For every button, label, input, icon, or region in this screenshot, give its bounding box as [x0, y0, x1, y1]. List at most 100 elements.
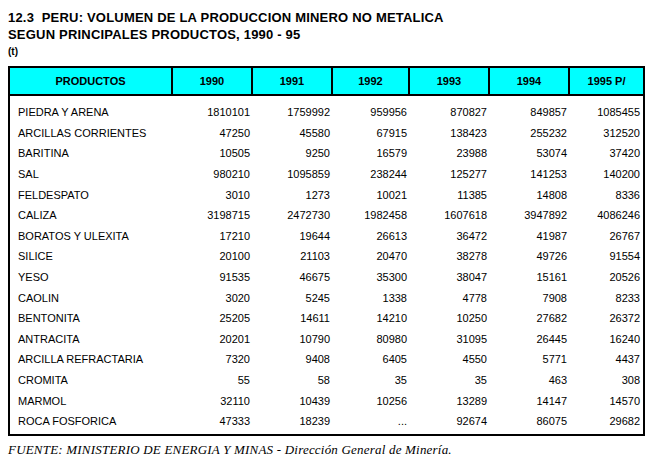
- value-cell: 46675: [253, 271, 333, 283]
- value-cell: 26613: [333, 230, 410, 242]
- value-cell: 86075: [490, 415, 570, 427]
- value-cell: 47250: [173, 127, 253, 139]
- value-cell: 138423: [410, 127, 490, 139]
- value-cell: 8233: [570, 292, 643, 304]
- column-header-productos: PRODUCTOS: [10, 68, 173, 94]
- value-cell: 38047: [410, 271, 490, 283]
- unit-label: (t): [8, 46, 645, 57]
- value-cell: 3020: [173, 292, 253, 304]
- value-cell: 5245: [253, 292, 333, 304]
- value-cell: 10439: [253, 395, 333, 407]
- value-cell: 25205: [173, 312, 253, 324]
- value-cell: 20100: [173, 250, 253, 262]
- value-cell: 14570: [570, 395, 643, 407]
- value-cell: 308: [570, 374, 643, 386]
- table-row: ARCILLAS CORRIENTES472504558067915138423…: [10, 123, 643, 144]
- table-row: ROCA FOSFORICA4733318239...9267486075296…: [10, 411, 643, 432]
- value-cell: 3198715: [173, 209, 253, 221]
- value-cell: 19644: [253, 230, 333, 242]
- value-cell: 7320: [173, 353, 253, 365]
- product-name-cell: MARMOL: [10, 395, 173, 407]
- column-header-1994: 1994: [490, 68, 570, 94]
- value-cell: 67915: [333, 127, 410, 139]
- table-row: CROMITA55583535463308: [10, 370, 643, 391]
- column-header-1992: 1992: [333, 68, 410, 94]
- value-cell: 20526: [570, 271, 643, 283]
- page: 12.3 PERU: VOLUMEN DE LA PRODUCCION MINE…: [0, 0, 650, 461]
- value-cell: 7908: [490, 292, 570, 304]
- value-cell: 1338: [333, 292, 410, 304]
- product-name-cell: ARCILLA REFRACTARIA: [10, 353, 173, 365]
- product-name-cell: ARCILLAS CORRIENTES: [10, 127, 173, 139]
- value-cell: 26767: [570, 230, 643, 242]
- value-cell: 870827: [410, 106, 490, 118]
- table-row: SILICE201002110320470382784972691554: [10, 246, 643, 267]
- product-name-cell: CROMITA: [10, 374, 173, 386]
- value-cell: 11385: [410, 189, 490, 201]
- value-cell: 26372: [570, 312, 643, 324]
- value-cell: 49726: [490, 250, 570, 262]
- value-cell: 141253: [490, 168, 570, 180]
- value-cell: 38278: [410, 250, 490, 262]
- value-cell: 5771: [490, 353, 570, 365]
- table-row: CAOLIN302052451338477879088233: [10, 287, 643, 308]
- production-table: PRODUCTOS199019911992199319941995 P/ PIE…: [8, 66, 645, 436]
- product-name-cell: BORATOS Y ULEXITA: [10, 230, 173, 242]
- table-row: ANTRACITA202011079080980310952644516240: [10, 329, 643, 350]
- product-name-cell: YESO: [10, 271, 173, 283]
- table-header-row: PRODUCTOS199019911992199319941995 P/: [10, 68, 643, 96]
- value-cell: 36472: [410, 230, 490, 242]
- value-cell: 1095859: [253, 168, 333, 180]
- value-cell: 9250: [253, 147, 333, 159]
- value-cell: 55: [173, 374, 253, 386]
- value-cell: 4437: [570, 353, 643, 365]
- table-row: CALIZA3198715247273019824581607618394789…: [10, 205, 643, 226]
- value-cell: 980210: [173, 168, 253, 180]
- table-row: FELDESPATO301012731002111385148088336: [10, 184, 643, 205]
- value-cell: 14611: [253, 312, 333, 324]
- product-name-cell: CAOLIN: [10, 292, 173, 304]
- value-cell: 2472730: [253, 209, 333, 221]
- value-cell: 16579: [333, 147, 410, 159]
- value-cell: 255232: [490, 127, 570, 139]
- value-cell: 26445: [490, 333, 570, 345]
- value-cell: 14808: [490, 189, 570, 201]
- product-name-cell: BENTONITA: [10, 312, 173, 324]
- value-cell: 1759992: [253, 106, 333, 118]
- table-row: MARMOL321101043910256132891414714570: [10, 390, 643, 411]
- value-cell: 3947892: [490, 209, 570, 221]
- value-cell: 10256: [333, 395, 410, 407]
- value-cell: 13289: [410, 395, 490, 407]
- value-cell: 1982458: [333, 209, 410, 221]
- value-cell: 18239: [253, 415, 333, 427]
- column-header-1993: 1993: [410, 68, 490, 94]
- value-cell: 91554: [570, 250, 643, 262]
- value-cell: 238244: [333, 168, 410, 180]
- value-cell: 125277: [410, 168, 490, 180]
- value-cell: 10790: [253, 333, 333, 345]
- value-cell: 27682: [490, 312, 570, 324]
- value-cell: 16240: [570, 333, 643, 345]
- value-cell: 80980: [333, 333, 410, 345]
- product-name-cell: SILICE: [10, 250, 173, 262]
- value-cell: 47333: [173, 415, 253, 427]
- value-cell: 3010: [173, 189, 253, 201]
- value-cell: 58: [253, 374, 333, 386]
- value-cell: 9408: [253, 353, 333, 365]
- value-cell: 21103: [253, 250, 333, 262]
- column-header-1995-p: 1995 P/: [570, 68, 643, 94]
- product-name-cell: ANTRACITA: [10, 333, 173, 345]
- value-cell: 849857: [490, 106, 570, 118]
- value-cell: 1607618: [410, 209, 490, 221]
- product-name-cell: BARITINA: [10, 147, 173, 159]
- value-cell: 1273: [253, 189, 333, 201]
- value-cell: 15161: [490, 271, 570, 283]
- product-name-cell: ROCA FOSFORICA: [10, 415, 173, 427]
- value-cell: 10250: [410, 312, 490, 324]
- product-name-cell: PIEDRA Y ARENA: [10, 106, 173, 118]
- table-row: PIEDRA Y ARENA18101011759992959956870827…: [10, 102, 643, 123]
- value-cell: 31095: [410, 333, 490, 345]
- value-cell: ...: [333, 415, 410, 427]
- value-cell: 14147: [490, 395, 570, 407]
- value-cell: 53074: [490, 147, 570, 159]
